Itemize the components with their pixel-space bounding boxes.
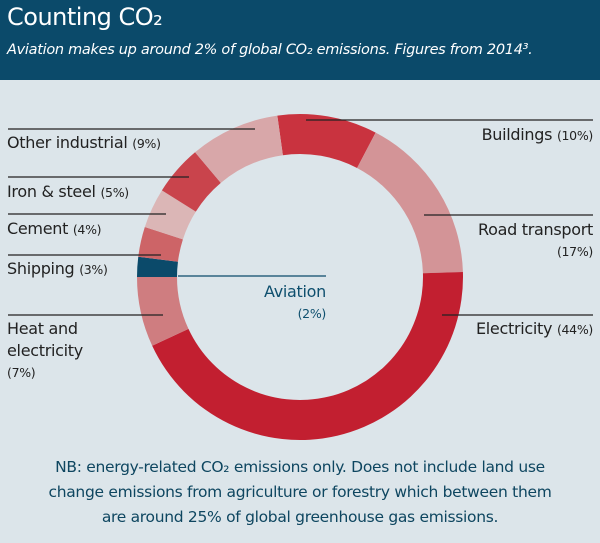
slice-road-transport — [357, 132, 463, 274]
header: Counting CO₂ Aviation makes up around 2%… — [0, 0, 600, 80]
slice-shipping — [138, 227, 183, 262]
label-name: Electricity — [475, 319, 553, 338]
slice-aviation — [137, 256, 178, 277]
label-pct: (10%) — [556, 128, 593, 143]
slice-buildings — [277, 113, 376, 169]
label-pct: (9%) — [132, 136, 161, 151]
label-aviation: Aviation (2%) — [226, 281, 326, 325]
footnote-line: change emissions from agriculture or for… — [48, 483, 552, 501]
slice-cement — [144, 190, 196, 240]
label-pct: (7%) — [7, 365, 36, 380]
footnote-line: are around 25% of global greenhouse gas … — [101, 508, 499, 526]
label-pct: (4%) — [72, 222, 102, 237]
label-pct: (2%) — [297, 306, 327, 321]
label-name-line2: electricity — [7, 341, 83, 360]
label-other-industrial: Other industrial (9%) — [7, 132, 161, 155]
footnote-line: NB: energy-related CO₂ emissions only. D… — [55, 458, 545, 476]
label-name: Other industrial — [7, 133, 128, 152]
label-pct: (3%) — [79, 262, 108, 277]
label-pct: (44%) — [556, 322, 593, 337]
label-iron-steel: Iron & steel (5%) — [7, 181, 129, 204]
label-name: Buildings — [481, 125, 553, 144]
label-name: Iron & steel — [7, 182, 96, 201]
label-buildings: Buildings (10%) — [393, 124, 594, 147]
label-road-transport: Road transport (17%) — [393, 219, 593, 263]
label-shipping: Shipping (3%) — [7, 258, 108, 281]
label-name: Shipping — [7, 259, 75, 278]
label-name: Aviation — [264, 282, 326, 301]
label-name: Road transport — [478, 220, 593, 239]
chart-title: Counting CO₂ — [7, 3, 163, 31]
label-cement: Cement (4%) — [7, 218, 102, 241]
slice-electricity — [152, 271, 464, 440]
chart-subtitle: Aviation makes up around 2% of global CO… — [7, 42, 533, 58]
label-electricity: Electricity (44%) — [393, 318, 593, 341]
label-name-line1: Heat and — [7, 319, 78, 338]
slice-heat-and-electricity — [137, 276, 189, 346]
slice-other-industrial — [195, 115, 283, 183]
footnote: NB: energy-related CO₂ emissions only. D… — [0, 455, 600, 530]
slice-iron-steel — [161, 152, 221, 212]
label-name: Cement — [7, 219, 69, 238]
label-pct: (17%) — [556, 244, 593, 259]
label-heat-electricity: Heat and electricity (7%) — [7, 318, 83, 384]
label-pct: (5%) — [100, 185, 129, 200]
